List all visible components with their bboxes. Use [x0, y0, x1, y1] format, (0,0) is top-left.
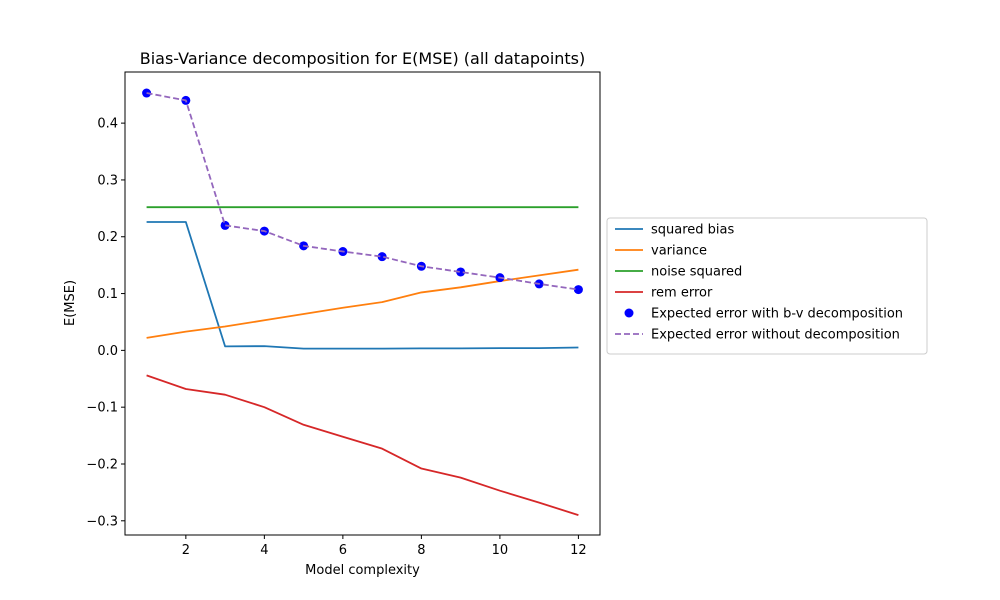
legend-label: squared bias — [651, 223, 735, 238]
y-tick-label: −0.3 — [86, 514, 118, 529]
data-point — [456, 267, 466, 277]
legend-box — [606, 217, 928, 355]
series-line-expected-error-without-decomposition — [146, 92, 579, 291]
y-tick-label: 0.4 — [97, 117, 118, 132]
x-axis-label: Model complexity — [305, 563, 420, 578]
series-line-squared-bias — [146, 221, 579, 350]
series-line-rem-error — [146, 374, 579, 516]
x-tick-label: 10 — [492, 543, 509, 558]
plot-area — [142, 88, 583, 516]
y-axis-label: E(MSE) — [63, 280, 78, 326]
x-tick-label: 12 — [570, 543, 587, 558]
x-tick-label: 4 — [260, 543, 268, 558]
data-point — [573, 285, 583, 295]
y-tick-label: 0.1 — [97, 287, 118, 302]
legend-marker — [624, 308, 634, 318]
legend-label: rem error — [651, 286, 713, 301]
plot-frame — [124, 71, 601, 536]
axes: 2 4 6 8 10 12 −0.3 −0.2 −0.1 0.0 0.1 0.2 0.3 0.4 — [86, 71, 601, 558]
y-tick-label: 0.2 — [97, 230, 118, 245]
x-tick-label: 8 — [417, 543, 425, 558]
x-tick-label: 2 — [182, 543, 190, 558]
y-tick-label: −0.1 — [86, 401, 118, 416]
data-point — [220, 220, 230, 230]
y-tick-label: −0.2 — [86, 457, 118, 472]
series-line-variance — [146, 268, 579, 339]
legend: squared bias variance noise squared rem err… — [606, 217, 928, 355]
data-point — [377, 252, 387, 262]
y-tick-label: 0.3 — [97, 173, 118, 188]
chart-title: Bias-Variance decomposition for E(MSE) (… — [140, 49, 586, 68]
x-tick-label: 6 — [339, 543, 347, 558]
legend-label: variance — [651, 244, 707, 259]
legend-label: noise squared — [651, 265, 742, 280]
y-tick-label: 0.0 — [97, 344, 118, 359]
legend-label: Expected error without decomposition — [651, 328, 900, 343]
legend-label: Expected error with b-v decomposition — [651, 307, 903, 322]
